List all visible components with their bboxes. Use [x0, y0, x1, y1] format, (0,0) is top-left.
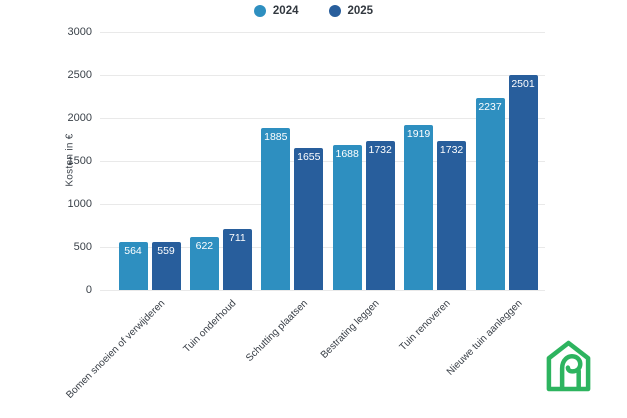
legend-label-2025: 2025 — [347, 5, 374, 17]
x-category-label-3: Schutting plaatsen — [244, 298, 311, 364]
legend-dot-2025-icon — [328, 5, 341, 17]
bar-2025-6: 2501 — [508, 74, 538, 290]
y-tick-label-500: 500 — [73, 241, 92, 253]
bar-2025-1: 559 — [151, 241, 181, 290]
gridline-3000 — [100, 31, 545, 33]
y-tick-label-1500: 1500 — [67, 155, 92, 167]
bar-value-label: 1655 — [297, 150, 321, 163]
bar-value-label: 1919 — [406, 127, 431, 140]
y-tick-label-2000: 2000 — [67, 112, 92, 124]
plot-area: 564 559 Bomen snoeien of verwijderen 622 711… — [64, 31, 545, 401]
bar-value-label: 1732 — [439, 144, 464, 157]
y-tick-label-2500: 2500 — [67, 69, 92, 81]
bar-2024-5: 1919 — [404, 124, 434, 290]
green-house-logo-icon — [546, 340, 591, 392]
bar-value-label: 564 — [124, 244, 142, 257]
bar-value-label: 2237 — [478, 100, 502, 113]
x-category-label-6: Nieuwe tuin aanleggen — [444, 298, 525, 378]
x-category-label-4: Bestrating leggen — [318, 298, 382, 361]
bar-2024-2: 622 — [189, 236, 219, 290]
legend-label-2024: 2024 — [272, 5, 299, 17]
legend-dot-2024-icon — [253, 5, 266, 17]
x-category-label-5: Tuin renoveren — [397, 298, 453, 354]
x-category-label-1: Bomen snoeien of verwijderen — [64, 298, 168, 401]
gridline-2000 — [100, 117, 545, 119]
x-category-label-2: Tuin onderhoud — [181, 298, 239, 356]
bar-value-label: 2501 — [511, 77, 535, 90]
y-tick-label-0: 0 — [85, 284, 92, 296]
legend-item-2025: 2025 — [328, 5, 374, 17]
chart-legend: 2024 2025 — [0, 5, 627, 17]
legend-item-2024: 2024 — [253, 5, 299, 17]
bar-2024-1: 564 — [118, 241, 148, 290]
bar-value-label: 559 — [157, 244, 175, 257]
bar-2025-4: 1732 — [365, 141, 395, 290]
bar-value-label: 711 — [229, 231, 246, 244]
y-tick-label-1000: 1000 — [67, 198, 92, 210]
bar-2024-3: 1885 — [261, 127, 291, 290]
bar-value-label: 1732 — [368, 144, 392, 157]
bar-2025-3: 1655 — [294, 147, 324, 290]
bar-2024-6: 2237 — [475, 97, 505, 290]
bar-2025-2: 711 — [222, 228, 252, 290]
bar-value-label: 622 — [195, 239, 214, 252]
bar-2025-5: 1732 — [437, 141, 467, 290]
y-tick-label-3000: 3000 — [67, 26, 92, 38]
bar-2024-4: 1688 — [332, 144, 362, 290]
bar-value-label: 1688 — [335, 147, 359, 160]
gridline-2500 — [100, 74, 545, 76]
bar-value-label: 1885 — [264, 130, 288, 143]
gridline-0 — [100, 289, 545, 291]
